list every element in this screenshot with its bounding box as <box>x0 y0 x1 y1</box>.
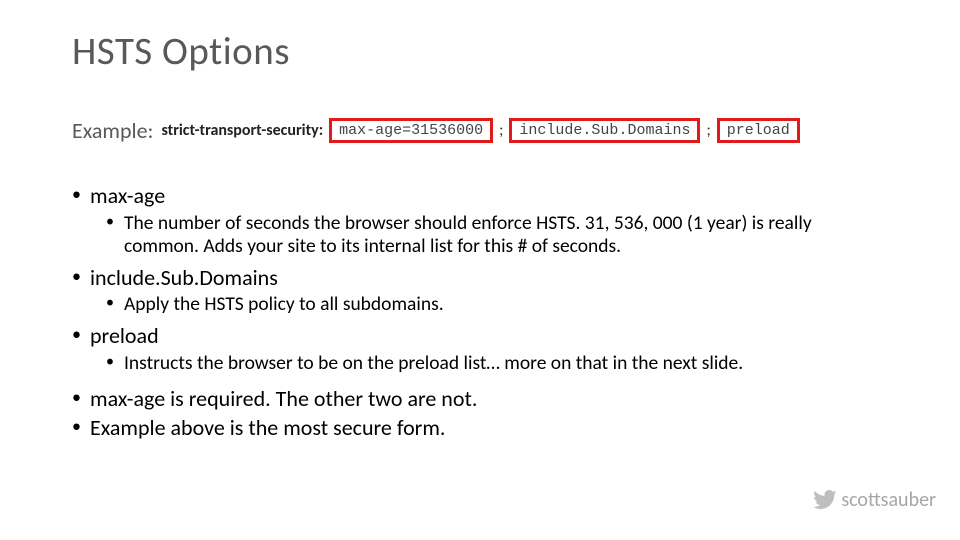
list-item: • max-age <box>72 182 905 210</box>
list-item: • Instructs the browser to be on the pre… <box>106 352 905 375</box>
separator: ; <box>706 121 710 140</box>
separator: ; <box>499 121 503 140</box>
bullet-dot: • <box>106 212 124 233</box>
bullet-list: • max-age • The number of seconds the br… <box>72 182 905 442</box>
header-name: strict-transport-security: <box>161 121 323 140</box>
list-item: • include.Sub.Domains <box>72 264 905 292</box>
bullet-text: include.Sub.Domains <box>90 264 278 292</box>
bullet-text: max-age is required. The other two are n… <box>90 385 477 413</box>
bullet-text: preload <box>90 322 159 350</box>
bullet-dot: • <box>106 352 124 373</box>
bullet-dot: • <box>72 385 90 409</box>
directive-maxage: max-age=31536000 <box>329 118 493 143</box>
example-row: Example: strict-transport-security: max-… <box>72 117 905 144</box>
bullet-text: The number of seconds the browser should… <box>124 212 884 258</box>
bullet-dot: • <box>72 182 90 206</box>
page-title: HSTS Options <box>72 28 905 75</box>
bullet-text: max-age <box>90 182 165 210</box>
list-item: • Example above is the most secure form. <box>72 414 905 442</box>
list-item: • The number of seconds the browser shou… <box>106 212 905 258</box>
twitter-icon <box>813 490 837 510</box>
footer-handle: scottsauber <box>841 488 936 512</box>
bullet-text: Instructs the browser to be on the prelo… <box>124 352 743 375</box>
list-item: • max-age is required. The other two are… <box>72 385 905 413</box>
directive-preload: preload <box>717 118 800 143</box>
bullet-dot: • <box>72 414 90 438</box>
footer: scottsauber <box>813 488 936 512</box>
directive-includesubdomains: include.Sub.Domains <box>509 118 700 143</box>
list-item: • preload <box>72 322 905 350</box>
bullet-text: Example above is the most secure form. <box>90 414 445 442</box>
list-item: • Apply the HSTS policy to all subdomain… <box>106 293 905 316</box>
bullet-text: Apply the HSTS policy to all subdomains. <box>124 293 444 316</box>
bullet-dot: • <box>106 293 124 314</box>
bullet-dot: • <box>72 264 90 288</box>
bullet-dot: • <box>72 322 90 346</box>
example-label: Example: <box>72 117 153 144</box>
